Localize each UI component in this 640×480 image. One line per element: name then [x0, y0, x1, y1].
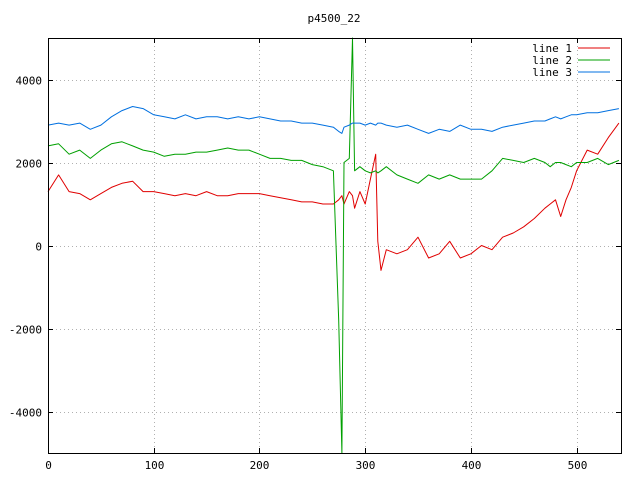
legend-label-1: line 1 — [532, 42, 572, 55]
y-tick-label: 4000 — [16, 75, 43, 88]
y-axis-ticks: -4000 -2000 0 2000 4000 — [9, 75, 621, 420]
series-line-3 — [47, 106, 619, 134]
grid — [48, 38, 621, 453]
x-tick-label: 200 — [250, 459, 270, 472]
y-tick-label: -2000 — [9, 324, 42, 337]
x-tick-label: 500 — [568, 459, 588, 472]
series-lines — [47, 37, 620, 454]
y-tick-label: 0 — [35, 241, 42, 254]
y-tick-label: -4000 — [9, 407, 42, 420]
legend-label-3: line 3 — [532, 66, 572, 79]
x-tick-label: 0 — [45, 459, 52, 472]
x-tick-label: 300 — [356, 459, 376, 472]
legend-label-2: line 2 — [532, 54, 572, 67]
plot-frame — [48, 38, 622, 454]
series-line-2 — [47, 37, 620, 454]
x-tick-label: 100 — [145, 459, 165, 472]
series-line-1 — [47, 122, 620, 271]
x-axis-ticks: 0 100 200 300 400 500 — [45, 38, 587, 472]
x-tick-label: 400 — [462, 459, 482, 472]
y-tick-label: 2000 — [16, 158, 43, 171]
chart-title: p4500_22 — [308, 12, 361, 25]
